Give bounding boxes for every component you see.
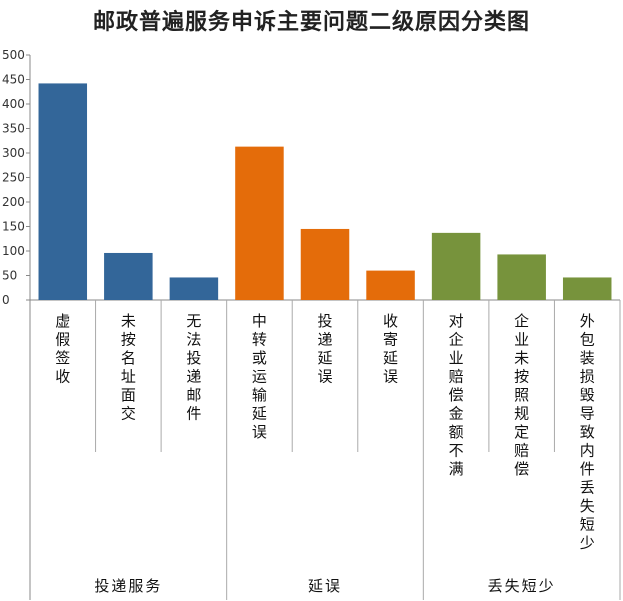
group-label: 延误: [308, 577, 342, 595]
bar: [235, 146, 284, 300]
y-tick-label: 450: [2, 73, 25, 87]
group-label: 投递服务: [94, 577, 162, 595]
category-label: 企业未按照规定赔偿: [514, 312, 529, 478]
y-tick-label: 350: [2, 122, 25, 136]
category-label: 收寄延误: [383, 312, 398, 386]
category-label: 无法投递邮件: [186, 312, 201, 423]
category-label: 中转或运输延误: [252, 312, 267, 441]
y-tick-label: 500: [2, 48, 25, 62]
category-label: 投递延误: [317, 312, 332, 386]
category-label: 未按名址面交: [121, 312, 136, 423]
chart-bars: [38, 83, 612, 300]
y-tick-label: 400: [2, 97, 25, 111]
y-tick-label: 300: [2, 146, 25, 160]
category-label: 外包装损毁导致内件丢失短少: [580, 312, 595, 552]
bar: [431, 232, 481, 300]
bar: [497, 254, 546, 300]
bar: [169, 277, 219, 300]
chart-title: 邮政普遍服务申诉主要问题二级原因分类图: [92, 10, 530, 35]
bar: [366, 270, 415, 300]
category-label: 虚假签收: [55, 312, 70, 386]
y-tick-label: 250: [2, 171, 25, 185]
y-tick-label: 150: [2, 220, 25, 234]
y-tick-label: 100: [2, 244, 25, 258]
group-label: 丢失短少: [488, 577, 556, 595]
bar: [300, 228, 350, 300]
chart-labels: 虚假签收 未按名址面交 无法投递邮件 中转或运输延误 投递延误 收寄延误 对企业赔偿金额不满…: [55, 312, 594, 595]
y-tick-label: 0: [2, 293, 10, 307]
category-label: 对企业赔偿金额不满: [449, 312, 464, 478]
bar: [38, 83, 88, 300]
bar: [562, 277, 612, 300]
bar: [104, 252, 153, 300]
y-tick-label: 200: [2, 195, 25, 209]
y-tick-label: 50: [2, 269, 17, 283]
